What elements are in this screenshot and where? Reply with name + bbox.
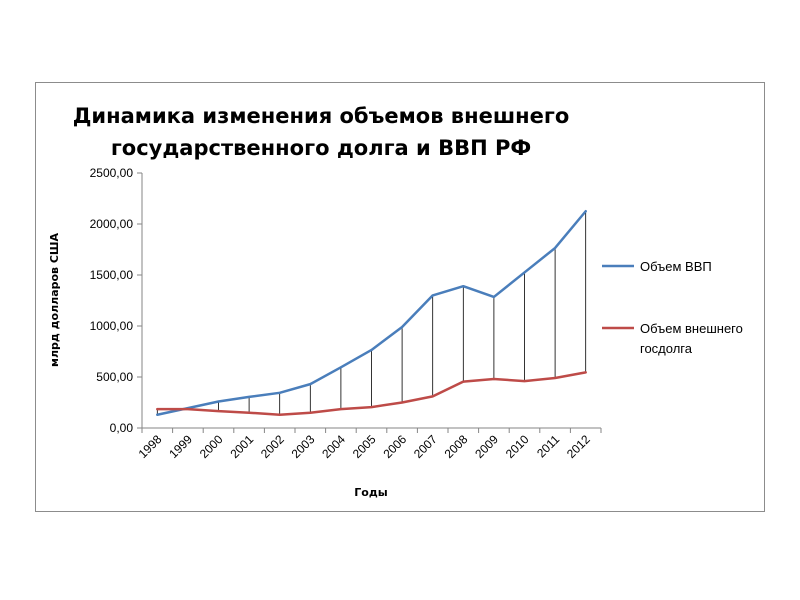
x-tick-label: 1998 <box>136 432 165 461</box>
x-tick-label: 2010 <box>503 432 532 461</box>
x-tick-label: 2006 <box>380 432 409 461</box>
x-tick-label: 2012 <box>564 432 593 461</box>
x-axis-ticks: 1998 1999 2000 2001 2002 2003 2004 2005 2006 2007… <box>136 428 602 461</box>
x-tick-label: 2009 <box>472 432 501 461</box>
series-gdp-line <box>156 210 587 416</box>
x-tick-label: 2007 <box>411 432 440 461</box>
y-tick-label: 1500,00 <box>90 268 134 282</box>
x-tick-label: 2005 <box>350 432 379 461</box>
legend-label-debt: госдолга <box>640 341 693 356</box>
x-tick-label: 2001 <box>227 432 256 461</box>
drop-lines <box>156 211 587 415</box>
y-tick-label: 2000,00 <box>90 217 134 231</box>
y-tick-label: 1000,00 <box>90 319 134 333</box>
y-tick-label: 2500,00 <box>90 166 134 180</box>
x-tick-label: 1999 <box>166 432 195 461</box>
legend-label-debt: Объем внешнего <box>640 321 743 336</box>
y-tick-label: 0,00 <box>110 421 134 435</box>
chart-frame: Динамика изменения объемов внешнего госу… <box>35 82 765 512</box>
x-axis-title: Годы <box>354 486 387 499</box>
x-tick-label: 2011 <box>534 432 562 460</box>
legend: Объем ВВП Объем внешнего госдолга <box>602 259 743 356</box>
chart-title-line-1: Динамика изменения объемов внешнего <box>73 104 570 128</box>
x-tick-label: 2004 <box>319 432 348 461</box>
y-axis-title: млрд долларов США <box>48 233 61 367</box>
series-debt-line <box>156 371 587 416</box>
x-tick-label: 2002 <box>258 432 287 461</box>
y-axis-ticks: 0,00 500,00 1000,00 1500,00 2000,00 2500,00 <box>90 166 142 435</box>
x-tick-label: 2008 <box>442 432 471 461</box>
chart-title-line-2: государственного долга и ВВП РФ <box>111 136 531 160</box>
x-tick-label: 2003 <box>289 432 318 461</box>
legend-label-gdp: Объем ВВП <box>640 259 712 274</box>
y-tick-label: 500,00 <box>96 370 133 384</box>
x-tick-label: 2000 <box>197 432 226 461</box>
series-lines <box>156 210 587 416</box>
chart-svg: Динамика изменения объемов внешнего госу… <box>48 104 743 499</box>
